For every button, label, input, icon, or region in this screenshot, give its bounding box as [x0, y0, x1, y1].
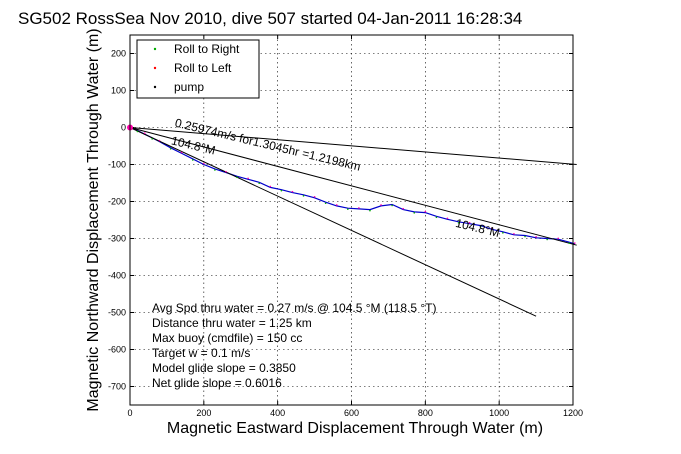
x-tick-label: 1200 [563, 408, 583, 418]
y-tick-label: -700 [108, 382, 126, 392]
stats-line: Avg Spd thru water = 0.27 m/s @ 104.5 °M… [152, 301, 436, 315]
roll-right-marker [546, 238, 548, 241]
roll-left-marker [402, 207, 404, 210]
grid [130, 35, 573, 405]
roll-right-marker [169, 148, 172, 150]
legend-label: Roll to Right [174, 42, 240, 56]
roll-left-marker [225, 170, 227, 173]
y-tick-label: 200 [111, 49, 126, 59]
series-line-2 [129, 127, 537, 317]
y-tick-label: -500 [108, 308, 126, 318]
roll-right-marker [391, 204, 393, 207]
x-axis-label: Magnetic Eastward Displacement Through W… [167, 420, 543, 437]
legend: Roll to Right Roll to Left pump [136, 39, 260, 99]
roll-right-marker [347, 208, 349, 210]
roll-left-marker [513, 233, 515, 235]
legend-marker [153, 66, 157, 70]
roll-left-marker [557, 237, 560, 240]
roll-right-marker [502, 232, 504, 234]
x-tick-label: 1000 [489, 408, 509, 418]
y-tick-label: -100 [108, 160, 126, 170]
roll-right-marker [568, 242, 571, 244]
roll-left-marker [424, 210, 427, 213]
legend-label: pump [174, 80, 204, 94]
roll-right-marker [524, 235, 526, 238]
legend-label: Roll to Left [174, 61, 232, 75]
legend-marker [153, 47, 157, 51]
roll-right-marker [369, 209, 371, 212]
stats-line: Distance thru water = 1.25 km [152, 316, 312, 330]
roll-left-marker [269, 185, 272, 188]
roll-left-marker [358, 207, 360, 209]
roll-left-marker [158, 139, 161, 142]
roll-left-marker [446, 217, 449, 220]
y-tick-label: -400 [108, 271, 126, 281]
roll-left-marker [380, 204, 382, 206]
series-group [127, 124, 577, 317]
roll-left-marker [490, 227, 493, 230]
roll-left-marker [574, 242, 576, 244]
roll-right-marker [435, 216, 438, 219]
y-tick-label: 0 [121, 123, 126, 133]
chart-title: SG502 RossSea Nov 2010, dive 507 started… [18, 9, 522, 28]
stats-line: Model glide slope = 0.3850 [152, 361, 296, 375]
stats-line: Max buoy (cmdfile) = 150 cc [152, 331, 302, 345]
y-tick-label: -300 [108, 234, 126, 244]
x-tick-label: 200 [196, 408, 211, 418]
series-line-3 [129, 127, 577, 246]
roll-right-marker [479, 225, 482, 228]
roll-left-marker [468, 221, 471, 224]
roll-right-marker [151, 138, 153, 140]
series-line-0 [129, 126, 575, 245]
roll-left-marker [535, 235, 537, 238]
roll-right-marker [302, 195, 305, 197]
y-tick-label: -600 [108, 345, 126, 355]
roll-right-marker [214, 169, 216, 171]
y-tick-label: 100 [111, 86, 126, 96]
stats-line: Net glide slope = 0.6016 [152, 376, 282, 390]
series-line-1 [129, 127, 577, 165]
roll-right-marker [280, 189, 283, 192]
x-tick-label: 0 [127, 408, 132, 418]
roll-right-marker [324, 202, 327, 205]
roll-left-marker [313, 196, 316, 198]
roll-right-marker [258, 182, 261, 185]
stats-text-block: Avg Spd thru water = 0.27 m/s @ 104.5 °M… [152, 301, 436, 390]
roll-left-marker [143, 132, 146, 134]
x-tick-label: 400 [270, 408, 285, 418]
roll-left-marker [247, 177, 249, 180]
roll-right-marker [191, 159, 194, 161]
plot-frame [129, 34, 574, 406]
roll-left-marker [180, 151, 183, 154]
roll-right-marker [413, 212, 416, 214]
stats-line: Target w = 0.1 m/s [152, 346, 250, 360]
roll-left-marker [335, 204, 338, 206]
x-tick-label: 800 [418, 408, 433, 418]
roll-left-marker [203, 162, 205, 165]
y-axis: 200 100 0 -100 -200 -300 -400 -500 -600 -700 [108, 49, 573, 392]
y-tick-label: -200 [108, 197, 126, 207]
legend-marker [153, 85, 157, 89]
roll-right-marker [236, 176, 238, 179]
roll-left-marker [291, 190, 294, 193]
y-axis-label: Magnetic Northward Displacement Through … [85, 28, 102, 411]
x-tick-label: 600 [344, 408, 359, 418]
legend-box [136, 39, 260, 99]
roll-right-marker [136, 130, 139, 133]
roll-right-marker [457, 222, 460, 224]
